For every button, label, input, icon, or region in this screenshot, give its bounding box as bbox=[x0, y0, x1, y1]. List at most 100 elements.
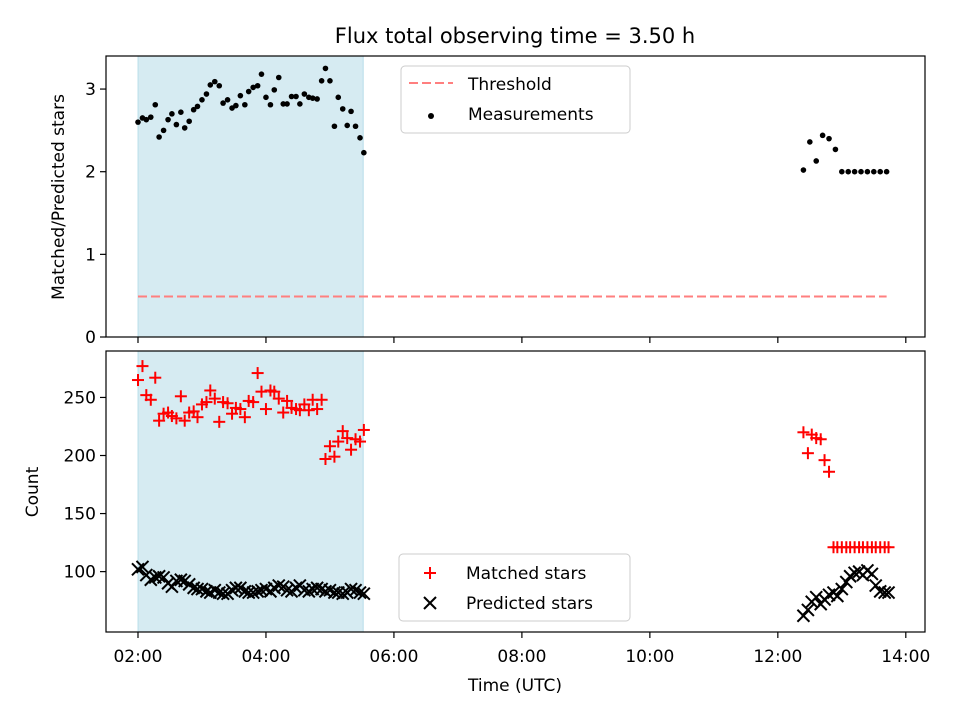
measurement-point bbox=[845, 168, 852, 175]
x-tick-label: 08:00 bbox=[497, 647, 546, 667]
measurement-point bbox=[258, 71, 265, 77]
bottom-legend-box bbox=[398, 553, 631, 622]
matched-star-point bbox=[144, 393, 157, 406]
measurement-point bbox=[339, 106, 346, 112]
predicted-star-point bbox=[216, 586, 230, 601]
matched-star-point bbox=[149, 371, 162, 384]
matched-star-point bbox=[174, 390, 187, 403]
predicted-star-point bbox=[225, 583, 239, 597]
measurement-point bbox=[348, 108, 354, 115]
measurement-point bbox=[207, 82, 214, 88]
measurement-point bbox=[224, 97, 231, 103]
measurement-point bbox=[357, 135, 363, 141]
measurement-point bbox=[280, 101, 287, 107]
predicted-star-point bbox=[881, 585, 896, 600]
predicted-star-point bbox=[809, 590, 823, 604]
legend-threshold-label: Threshold bbox=[467, 75, 552, 95]
measurement-point bbox=[318, 77, 325, 84]
measurement-point bbox=[156, 134, 162, 140]
matched-star-point bbox=[153, 414, 166, 427]
x-axis-label: Time (UTC) bbox=[467, 676, 562, 696]
predicted-star-point bbox=[310, 581, 324, 595]
measurement-point bbox=[135, 119, 141, 125]
matched-star-point bbox=[200, 396, 213, 409]
matched-star-point bbox=[238, 411, 251, 424]
measurement-point bbox=[147, 114, 154, 120]
legend-measurements-swatch bbox=[428, 113, 434, 119]
measurement-point bbox=[233, 102, 239, 109]
matched-star-point bbox=[272, 392, 285, 405]
predicted-star-point bbox=[135, 560, 150, 574]
matched-star-point bbox=[882, 541, 895, 554]
measurement-point bbox=[186, 118, 192, 125]
measurement-point bbox=[275, 74, 282, 81]
measurement-point bbox=[160, 127, 167, 134]
predicted-star-point bbox=[289, 581, 303, 595]
matched-star-point bbox=[302, 404, 315, 417]
measurement-point bbox=[288, 93, 295, 100]
measurement-point bbox=[165, 116, 171, 123]
predicted-star-point bbox=[830, 589, 845, 603]
legend-matched-swatch bbox=[424, 567, 436, 579]
predicted-star-point bbox=[152, 569, 166, 583]
measurement-point bbox=[293, 93, 299, 100]
matched-star-point bbox=[818, 454, 831, 467]
matched-star-point bbox=[255, 385, 268, 398]
measurement-point bbox=[832, 146, 839, 153]
matched-star-point bbox=[221, 397, 234, 410]
measurement-point bbox=[178, 109, 184, 115]
top-y-tick-label: 0 bbox=[85, 328, 96, 348]
measurement-point bbox=[190, 106, 197, 113]
matched-star-point bbox=[277, 406, 290, 419]
bottom-y-axis-label: Count bbox=[23, 466, 43, 517]
measurement-point bbox=[322, 65, 329, 72]
measurement-point bbox=[271, 87, 278, 93]
matched-star-point bbox=[311, 403, 324, 416]
legend-predicted-label: Predicted stars bbox=[466, 594, 593, 614]
matched-star-point bbox=[354, 435, 367, 448]
bottom-y-tick-label: 150 bbox=[64, 505, 96, 525]
x-tick-label: 12:00 bbox=[753, 647, 802, 667]
matched-star-point bbox=[823, 465, 836, 478]
bottom-legend: Matched stars Predicted stars bbox=[398, 553, 631, 622]
predicted-star-point bbox=[357, 586, 371, 601]
measurement-point bbox=[851, 168, 858, 175]
top-y-axis-label: Matched/Predicted stars bbox=[49, 94, 69, 300]
measurement-point bbox=[344, 122, 351, 129]
matched-star-point bbox=[131, 374, 144, 387]
measurement-point bbox=[883, 168, 890, 175]
top-legend-box bbox=[400, 65, 631, 134]
measurement-point bbox=[813, 158, 820, 164]
top-highlight-span bbox=[137, 55, 364, 338]
matched-star-point bbox=[319, 452, 332, 465]
measurement-point bbox=[309, 95, 316, 101]
measurement-point bbox=[800, 167, 807, 173]
top-axes-frame bbox=[105, 55, 926, 338]
measurement-point bbox=[335, 94, 342, 101]
top-y-axis: 0 1 2 3 bbox=[85, 80, 106, 348]
predicted-star-point bbox=[302, 584, 316, 599]
legend-matched-label: Matched stars bbox=[466, 564, 586, 584]
measurement-points bbox=[135, 65, 890, 175]
measurement-point bbox=[242, 101, 248, 108]
measurement-point bbox=[169, 111, 175, 117]
measurement-point bbox=[864, 168, 871, 175]
matched-star-point bbox=[191, 411, 204, 424]
predicted-star-point bbox=[877, 585, 892, 600]
x-tick-label: 14:00 bbox=[881, 647, 930, 667]
matched-stars-points bbox=[131, 360, 895, 554]
measurement-point bbox=[327, 77, 333, 84]
measurement-point bbox=[250, 84, 256, 91]
measurement-point bbox=[267, 101, 274, 108]
measurement-point bbox=[173, 121, 180, 128]
matched-star-point bbox=[136, 360, 149, 373]
bottom-y-tick-label: 200 bbox=[64, 447, 96, 467]
predicted-star-point bbox=[353, 585, 367, 600]
measurement-point bbox=[297, 101, 303, 107]
measurement-point bbox=[203, 91, 210, 97]
matched-star-point bbox=[801, 447, 814, 460]
top-y-tick-label: 2 bbox=[85, 163, 96, 183]
measurement-point bbox=[361, 149, 367, 156]
measurement-point bbox=[143, 116, 150, 123]
matched-star-point bbox=[247, 396, 260, 409]
